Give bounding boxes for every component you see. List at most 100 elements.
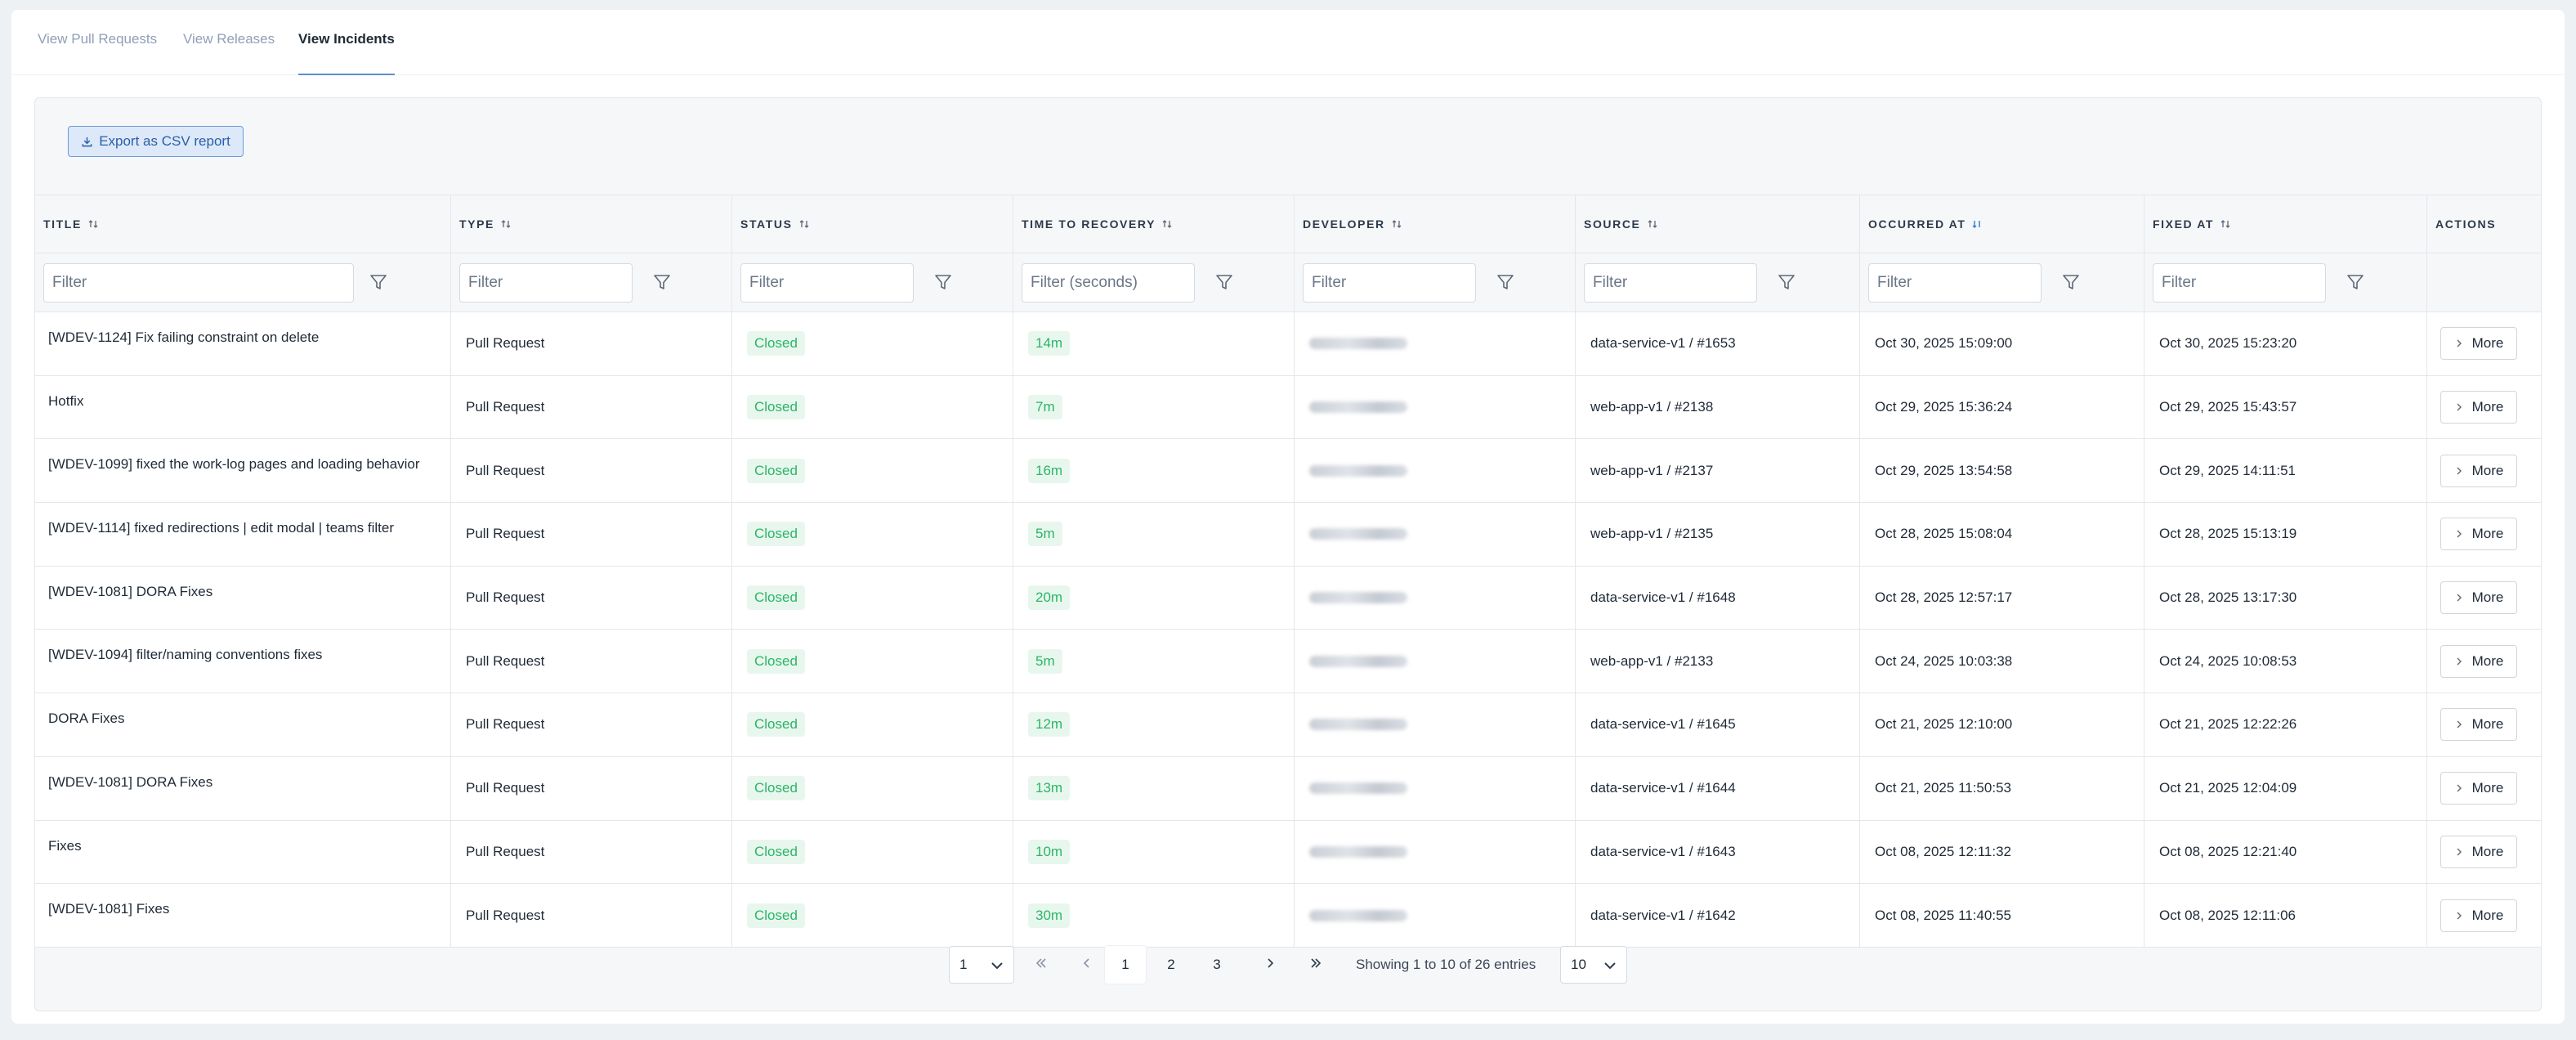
column-header-time-to-recovery[interactable]: TIME TO RECOVERY: [1013, 195, 1295, 253]
column-header-type[interactable]: TYPE: [451, 195, 732, 253]
filter-funnel-icon[interactable]: [369, 271, 388, 293]
filter-funnel-icon[interactable]: [652, 271, 672, 293]
chevron-right-icon: [2457, 403, 2462, 411]
sort-icon[interactable]: [798, 218, 810, 230]
table-row[interactable]: [WDEV-1081] DORA Fixes Pull Request Closed…: [35, 756, 2541, 821]
table-row[interactable]: [WDEV-1124] Fix failing constraint on de…: [35, 312, 2541, 376]
filter-input-fixed-at[interactable]: [2153, 262, 2326, 303]
chevron-right-icon: [2457, 912, 2462, 920]
page-button-1[interactable]: 1: [1104, 945, 1147, 984]
column-header-title[interactable]: TITLE: [35, 195, 451, 253]
cell-text-source: data-service-v1 / #1648: [1590, 589, 1736, 606]
cell-text-occurred-at: Oct 29, 2025 13:54:58: [1875, 462, 2013, 478]
filter-cell-actions: [2427, 253, 2541, 312]
more-button[interactable]: More: [2440, 327, 2517, 361]
filter-input-time-to-recovery[interactable]: [1022, 262, 1195, 303]
filter-funnel-icon[interactable]: [2346, 271, 2365, 293]
filter-input-title[interactable]: [43, 262, 354, 303]
cell-type: Pull Request: [451, 693, 732, 756]
cell-fixed-at: Oct 29, 2025 15:43:57: [2144, 375, 2427, 439]
more-button[interactable]: More: [2440, 899, 2517, 932]
cell-status: Closed: [732, 884, 1013, 947]
tab-view-releases[interactable]: View Releases: [183, 31, 275, 47]
cell-status: Closed: [732, 756, 1013, 820]
filter-funnel-icon[interactable]: [933, 271, 953, 293]
table-row[interactable]: [WDEV-1094] filter/naming conventions fi…: [35, 630, 2541, 694]
cell-text-occurred-at: Oct 28, 2025 15:08:04: [1875, 526, 2013, 542]
filter-funnel-icon[interactable]: [1496, 271, 1515, 293]
sort-icon[interactable]: [1647, 218, 1658, 230]
column-header-fixed-at[interactable]: FIXED AT: [2144, 195, 2427, 253]
column-header-actions: ACTIONS: [2427, 195, 2541, 253]
cell-text-title: [WDEV-1094] filter/naming conventions fi…: [48, 647, 323, 663]
table-row[interactable]: [WDEV-1081] Fixes Pull Request Closed 30m da…: [35, 884, 2541, 948]
filter-funnel-icon[interactable]: [1777, 271, 1796, 293]
column-header-status[interactable]: STATUS: [732, 195, 1013, 253]
pagination: 1 1 2 3 Showing 1 to 10 of 26 entries 10: [35, 932, 2541, 996]
cell-fixed-at: Oct 28, 2025 13:17:30: [2144, 566, 2427, 630]
column-header-occurred-at[interactable]: OCCURRED AT: [1860, 195, 2144, 253]
filter-input-status[interactable]: [740, 262, 914, 303]
tab-view-pull-requests[interactable]: View Pull Requests: [38, 31, 158, 47]
last-page-icon[interactable]: [1308, 956, 1323, 971]
cell-time-to-recovery: 5m: [1013, 630, 1295, 693]
cell-text-occurred-at: Oct 21, 2025 12:10:00: [1875, 716, 2013, 733]
tab-bar: View Pull Requests View Releases View In…: [11, 10, 2565, 75]
filter-funnel-icon[interactable]: [2061, 271, 2081, 293]
sort-icon[interactable]: [2220, 218, 2231, 230]
cell-source: data-service-v1 / #1645: [1576, 693, 1860, 756]
table-row[interactable]: [WDEV-1099] fixed the work-log pages and…: [35, 439, 2541, 504]
cell-status: Closed: [732, 630, 1013, 693]
cell-text-occurred-at: Oct 28, 2025 12:57:17: [1875, 589, 2013, 606]
cell-text-type: Pull Request: [466, 399, 545, 415]
more-button[interactable]: More: [2440, 454, 2517, 487]
sort-desc-icon[interactable]: [1971, 218, 1983, 230]
developer-name-redacted: [1309, 719, 1407, 731]
filter-cell-developer: [1295, 253, 1576, 312]
more-button[interactable]: More: [2440, 835, 2517, 868]
next-page-icon[interactable]: [1263, 956, 1277, 971]
filter-input-type[interactable]: [459, 262, 633, 303]
filter-input-source[interactable]: [1584, 262, 1757, 303]
cell-text-fixed-at: Oct 24, 2025 10:08:53: [2159, 652, 2297, 669]
cell-text-title: [WDEV-1081] DORA Fixes: [48, 583, 213, 599]
filter-input-occurred-at[interactable]: [1868, 262, 2042, 303]
filter-funnel-icon[interactable]: [1214, 271, 1234, 293]
column-header-developer[interactable]: DEVELOPER: [1295, 195, 1576, 253]
cell-actions: More: [2427, 693, 2541, 756]
cell-occurred-at: Oct 24, 2025 10:03:38: [1860, 630, 2144, 693]
page-jump-select[interactable]: 1: [949, 946, 1014, 984]
developer-name-redacted: [1309, 592, 1407, 604]
developer-name-redacted: [1309, 401, 1407, 414]
more-button[interactable]: More: [2440, 772, 2517, 805]
more-button[interactable]: More: [2440, 391, 2517, 424]
cell-text-occurred-at: Oct 08, 2025 11:40:55: [1875, 907, 2011, 923]
tab-view-incidents[interactable]: View Incidents: [298, 31, 395, 75]
page-button-2[interactable]: 2: [1167, 957, 1175, 972]
table-row[interactable]: Hotfix Pull Request Closed 7m web-app-v1 / #…: [35, 375, 2541, 440]
table-row[interactable]: DORA Fixes Pull Request Closed 12m data-serv…: [35, 693, 2541, 757]
more-button[interactable]: More: [2440, 708, 2517, 742]
more-button[interactable]: More: [2440, 581, 2517, 615]
page-size-select[interactable]: 10: [1560, 946, 1627, 984]
first-page-icon[interactable]: [1034, 956, 1049, 971]
column-header-source[interactable]: SOURCE: [1576, 195, 1860, 253]
cell-title: [WDEV-1094] filter/naming conventions fi…: [35, 630, 451, 693]
export-csv-button[interactable]: Export as CSV report: [68, 126, 244, 157]
sort-icon[interactable]: [1391, 218, 1402, 230]
sort-icon[interactable]: [500, 218, 512, 230]
table-row[interactable]: Fixes Pull Request Closed 10m data-service-v…: [35, 820, 2541, 885]
more-button[interactable]: More: [2440, 644, 2517, 678]
cell-text-type: Pull Request: [466, 335, 545, 352]
filter-input-developer[interactable]: [1303, 262, 1476, 303]
cell-text-title: Fixes: [48, 837, 82, 854]
table-row[interactable]: [WDEV-1114] fixed redirections | edit mo…: [35, 503, 2541, 567]
table-row[interactable]: [WDEV-1081] DORA Fixes Pull Request Closed…: [35, 566, 2541, 630]
page-button-3[interactable]: 3: [1213, 957, 1221, 972]
sort-icon[interactable]: [1161, 218, 1173, 230]
sort-icon[interactable]: [87, 218, 99, 230]
cell-occurred-at: Oct 08, 2025 11:40:55: [1860, 884, 2144, 947]
more-button[interactable]: More: [2440, 518, 2517, 551]
developer-name-redacted: [1309, 528, 1407, 540]
prev-page-icon[interactable]: [1080, 956, 1094, 971]
